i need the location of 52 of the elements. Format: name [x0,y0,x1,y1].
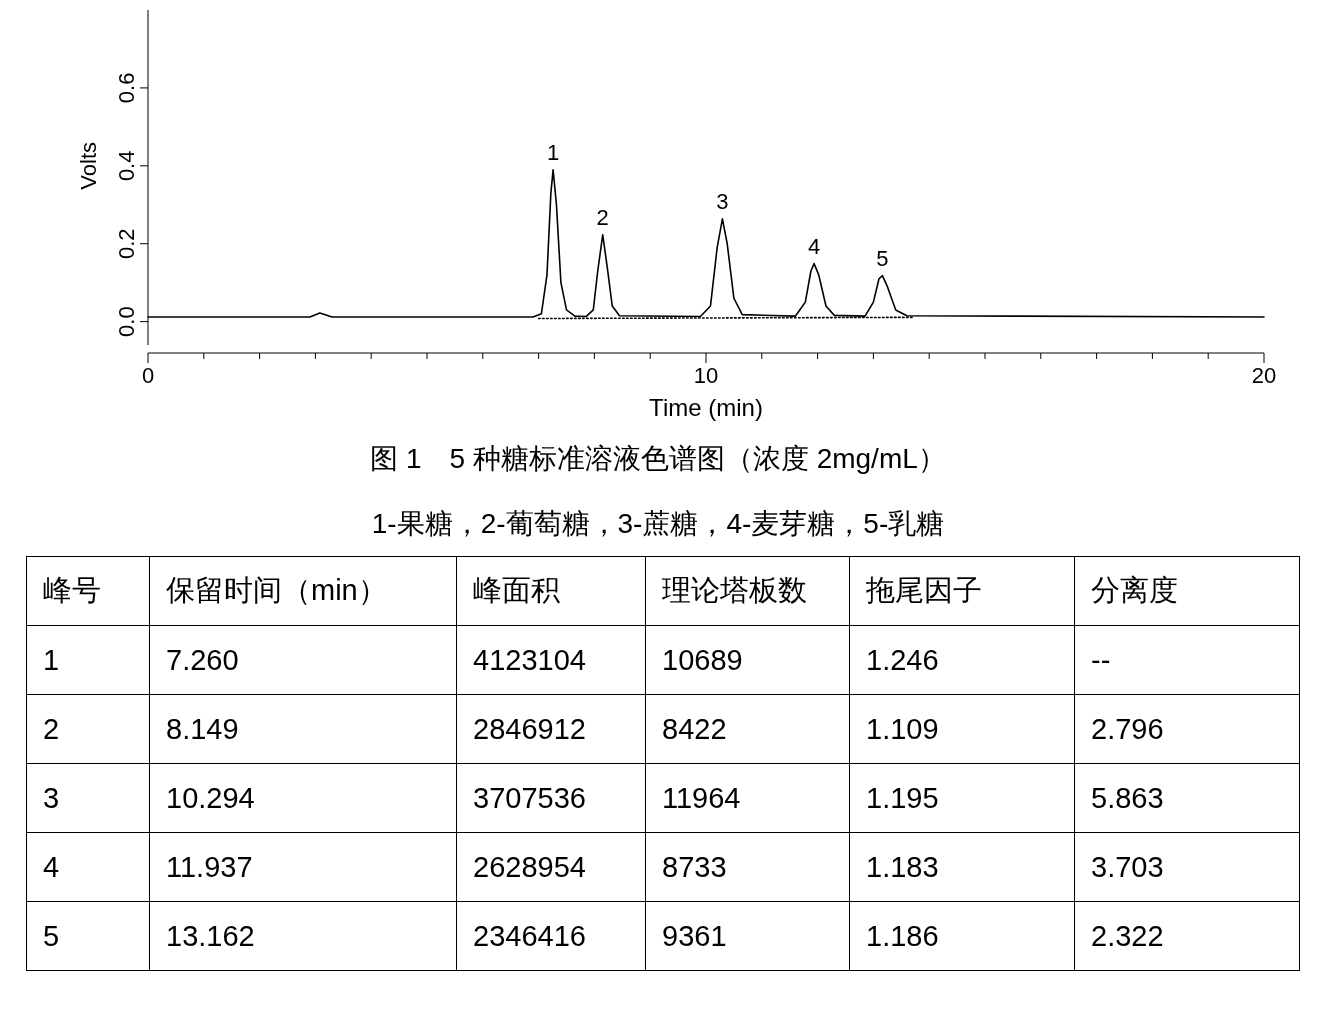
text: 保留时间（min） [149,556,457,626]
text: 13.162 [149,901,457,971]
text: 2.322 [1074,901,1300,971]
text: 2.796 [1074,694,1300,764]
text: 拖尾因子 [849,556,1075,626]
text: 4123104 [456,625,646,695]
y-tick-label: 0.4 [114,150,139,182]
text: 8733 [645,832,850,902]
text: 3707536 [456,763,646,833]
text: 3.703 [1074,832,1300,902]
text: 图 1 5 种糖标准溶液色谱图（浓度 2mg/mL） [370,443,946,474]
text: 2846912 [456,694,646,764]
x-axis-title: Time (min) [649,394,763,421]
y-axis-title: Volts [76,141,101,190]
text: 2628954 [456,832,646,902]
text: 1-果糖，2-葡萄糖，3-蔗糖，4-麦芽糖，5-乳糖 [371,508,945,539]
text: 5 [26,901,150,971]
text: 10.294 [149,763,457,833]
text: 1.109 [849,694,1075,764]
text: 2346416 [456,901,646,971]
text: 3 [26,763,150,833]
text: 1 [26,625,150,695]
text: -- [1074,625,1300,695]
text: 8422 [645,694,850,764]
text: 7.260 [149,625,457,695]
text: 5.863 [1074,763,1300,833]
text: 理论塔板数 [645,556,850,626]
annotation: 1 [546,139,560,165]
text: 分离度 [1074,556,1300,626]
text: 1.186 [849,901,1075,971]
y-tick-label: 0.0 [114,306,139,337]
x-tick-label: 10 [693,363,719,388]
annotation: 2 [596,204,609,230]
text: 2 [26,694,150,764]
text: 1.195 [849,763,1075,833]
text: 8.149 [149,694,457,764]
annotation: 4 [807,233,821,259]
text: 10689 [645,625,850,695]
x-tick-label: 0 [141,363,155,388]
x-tick-label: 20 [1251,363,1277,388]
y-tick-label: 0.2 [114,228,139,260]
text: 4 [26,832,150,902]
annotation: 5 [876,245,889,271]
y-tick-label: 0.6 [114,72,139,104]
text: 1.246 [849,625,1075,695]
text: 峰面积 [456,556,646,626]
text: 11964 [645,763,850,833]
text: 峰号 [26,556,150,626]
text: 1.183 [849,832,1075,902]
text: 9361 [645,901,850,971]
annotation: 3 [716,188,729,214]
text: 11.937 [149,832,457,902]
